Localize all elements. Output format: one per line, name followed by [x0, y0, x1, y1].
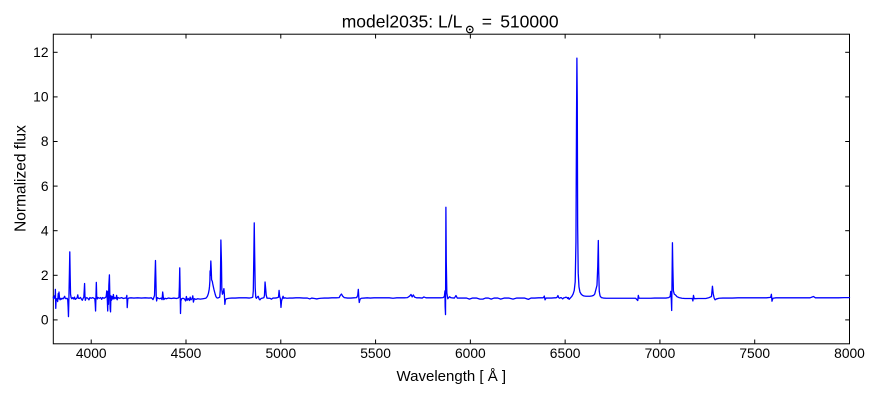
svg-text:7000: 7000 — [645, 346, 676, 361]
svg-text:5500: 5500 — [360, 346, 391, 361]
svg-text:10: 10 — [33, 90, 49, 105]
svg-text:4000: 4000 — [76, 346, 107, 361]
svg-text:6: 6 — [41, 179, 49, 194]
svg-text:=: = — [482, 12, 492, 32]
svg-text:5000: 5000 — [265, 346, 296, 361]
svg-text:Normalized flux: Normalized flux — [13, 125, 30, 232]
svg-text:4: 4 — [41, 223, 49, 238]
svg-text:7500: 7500 — [739, 346, 770, 361]
svg-text:4500: 4500 — [171, 346, 202, 361]
svg-text:6000: 6000 — [455, 346, 486, 361]
svg-text:6500: 6500 — [550, 346, 581, 361]
svg-text:510000: 510000 — [500, 12, 559, 32]
svg-text:12: 12 — [33, 45, 48, 60]
svg-text:0: 0 — [41, 313, 49, 328]
svg-text:Wavelength [ Å ]: Wavelength [ Å ] — [397, 368, 507, 385]
svg-text:8000: 8000 — [834, 346, 865, 361]
svg-text:8: 8 — [41, 134, 49, 149]
svg-text:model2035: L/L: model2035: L/L — [342, 12, 463, 32]
svg-text:2: 2 — [41, 268, 49, 283]
